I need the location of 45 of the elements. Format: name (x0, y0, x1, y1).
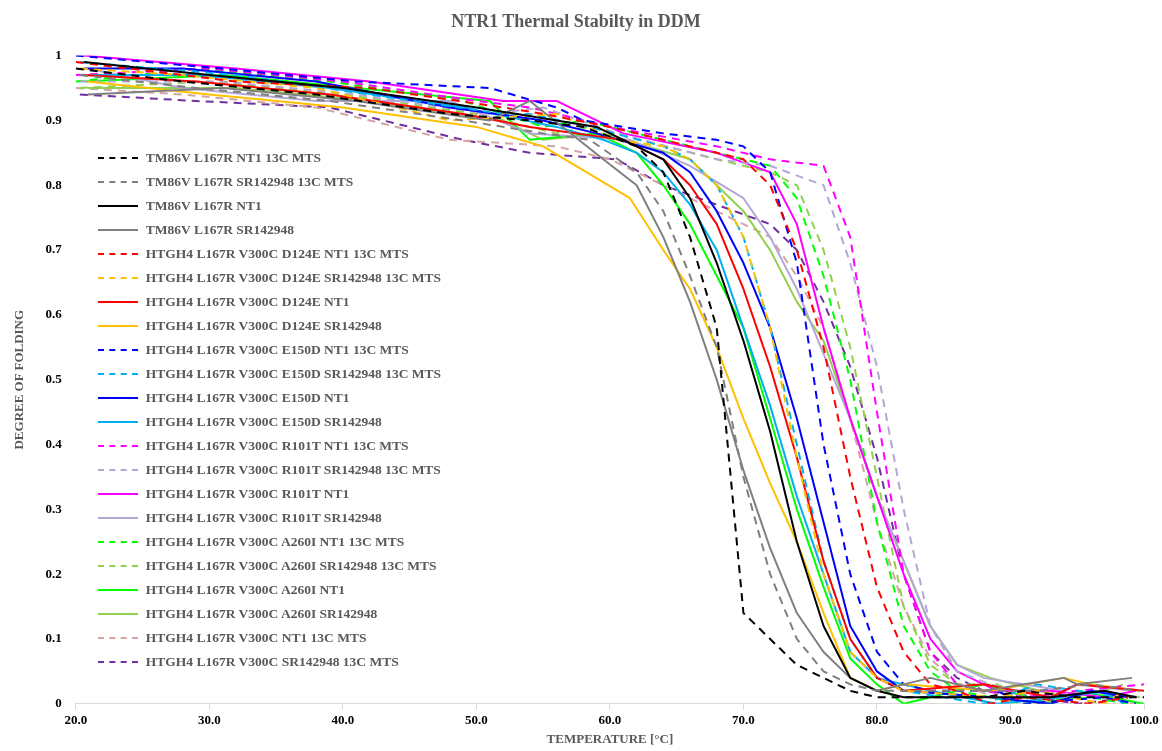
y-tick-label: 0 (55, 695, 62, 711)
y-tick-label: 0.6 (45, 306, 63, 322)
legend-label: HTGH4 L167R V300C R101T NT1 13C MTS (145, 437, 409, 454)
legend-label: HTGH4 L167R V300C A260I NT1 (145, 581, 346, 598)
x-tick-label: 60.0 (598, 711, 622, 727)
legend-label: HTGH4 L167R V300C R101T SR142948 13C MTS (145, 461, 441, 478)
x-tick-label: 70.0 (732, 711, 755, 727)
legend-label: HTGH4 L167R V300C A260I SR142948 (145, 605, 378, 622)
y-tick-label: 0.4 (45, 435, 63, 451)
x-tick-label: 50.0 (465, 711, 488, 727)
y-tick-label: 0.7 (45, 241, 63, 257)
legend-label: HTGH4 L167R V300C D124E NT1 (145, 293, 350, 310)
legend-label: HTGH4 L167R V300C E150D NT1 13C MTS (145, 341, 409, 358)
y-axis-title: DEGREE OF FOLDING (11, 309, 27, 450)
x-axis-title: TEMPERATURE [°C] (546, 730, 674, 746)
y-tick-label: 0.9 (45, 111, 63, 127)
y-tick-label: 0.8 (45, 176, 63, 192)
legend-label: HTGH4 L167R V300C E150D SR142948 13C MTS (145, 365, 442, 382)
legend-label: TM86V L167R SR142948 (145, 221, 295, 238)
legend-label: HTGH4 L167R V300C A260I NT1 13C MTS (145, 533, 405, 550)
legend-label: HTGH4 L167R V300C R101T NT1 (145, 485, 350, 502)
legend-label: HTGH4 L167R V300C R101T SR142948 (145, 509, 382, 526)
x-tick-label: 100.0 (1129, 711, 1159, 727)
legend-label: HTGH4 L167R V300C A260I SR142948 13C MTS (145, 557, 437, 574)
x-tick-label: 90.0 (999, 711, 1022, 727)
legend-label: HTGH4 L167R V300C NT1 13C MTS (145, 629, 367, 646)
y-tick-label: 1 (55, 46, 62, 62)
legend-label: HTGH4 L167R V300C D124E SR142948 (145, 317, 382, 334)
x-tick-label: 80.0 (865, 711, 889, 727)
x-tick-label: 20.0 (64, 711, 88, 727)
legend-label: TM86V L167R NT1 (145, 197, 262, 214)
legend-label: HTGH4 L167R V300C D124E NT1 13C MTS (145, 245, 409, 262)
chart-title: NTR1 Thermal Stabilty in DDM (451, 11, 701, 32)
x-tick-label: 30.0 (197, 711, 221, 727)
y-tick-label: 0.2 (45, 565, 62, 581)
legend-label: TM86V L167R NT1 13C MTS (145, 149, 322, 166)
legend-label: HTGH4 L167R V300C E150D NT1 (145, 389, 350, 406)
x-tick-label: 40.0 (331, 711, 355, 727)
legend-label: TM86V L167R SR142948 13C MTS (145, 173, 354, 190)
legend-label: HTGH4 L167R V300C D124E SR142948 13C MTS (145, 269, 442, 286)
y-tick-label: 0.1 (45, 630, 62, 646)
y-tick-label: 0.5 (45, 371, 63, 387)
legend-label: HTGH4 L167R V300C SR142948 13C MTS (145, 653, 399, 670)
legend-label: HTGH4 L167R V300C E150D SR142948 (145, 413, 382, 430)
y-tick-label: 0.3 (45, 500, 63, 516)
